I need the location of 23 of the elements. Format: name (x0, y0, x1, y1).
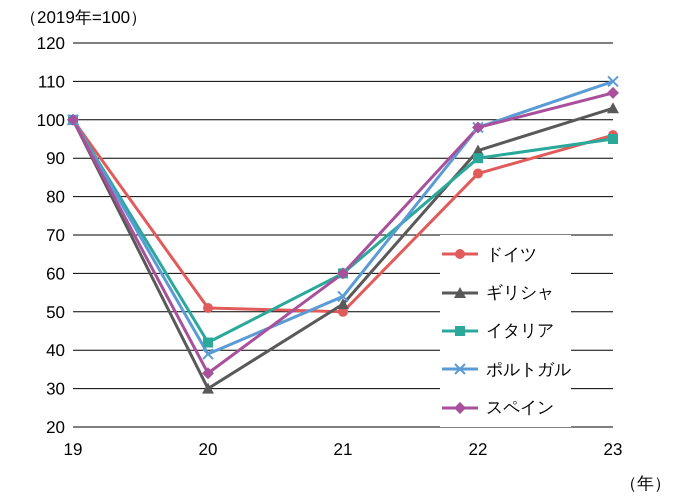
x-tick-label: 21 (334, 440, 352, 460)
y-axis-title: （2019年=100） (20, 7, 148, 29)
y-tick-label: 20 (46, 418, 65, 438)
legend-label: スペイン (486, 397, 554, 420)
y-tick-label: 60 (46, 264, 65, 284)
x-tick-label: 20 (198, 440, 218, 460)
x-tick-label: 22 (468, 440, 488, 460)
x-tick-label: 23 (604, 440, 622, 460)
legend-label: ギリシャ (486, 282, 554, 304)
y-tick-label: 120 (36, 34, 65, 54)
legend-label: イタリア (486, 320, 554, 342)
y-tick-label: 30 (46, 380, 65, 399)
legend-label: ドイツ (486, 244, 537, 266)
y-tick-label: 110 (38, 72, 65, 92)
legend-label: ポルトガル (486, 358, 571, 381)
text: （年） (620, 473, 671, 495)
y-tick-label: 90 (46, 149, 65, 168)
y-tick-label: 50 (46, 302, 65, 322)
y-tick-label: 100 (36, 110, 65, 130)
y-tick-label: 70 (46, 226, 65, 246)
x-tick-label: 19 (64, 440, 82, 460)
y-tick-label: 80 (46, 188, 65, 207)
y-tick-label: 40 (46, 341, 65, 360)
